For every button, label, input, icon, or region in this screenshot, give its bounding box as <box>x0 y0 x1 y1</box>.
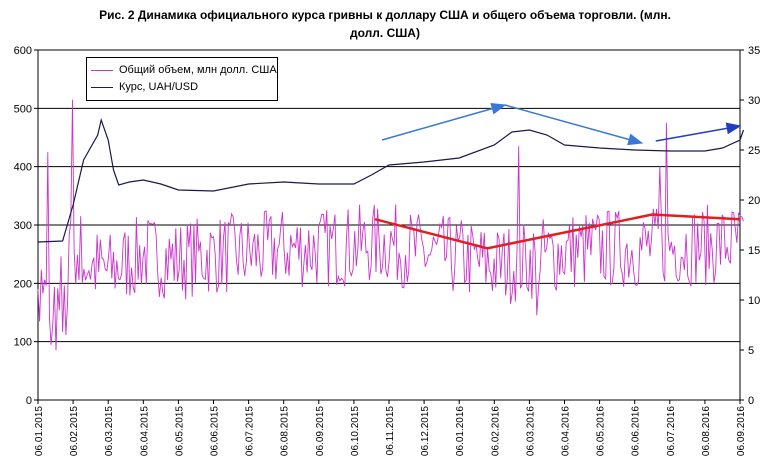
y-right-tick-label: 30 <box>748 95 760 107</box>
x-tick-label: 06.09.2016 <box>736 406 747 456</box>
chart-title-line2: долл. США) <box>350 26 420 40</box>
y-left-tick-label: 600 <box>14 45 32 57</box>
y-right-tick-label: 35 <box>748 45 760 57</box>
x-tick-label: 06.11.2015 <box>385 406 396 456</box>
x-tick-label: 06.10.2015 <box>350 406 361 456</box>
y-left-tick-label: 0 <box>26 395 32 407</box>
x-tick-label: 06.07.2016 <box>666 406 677 456</box>
x-tick-label: 06.02.2015 <box>69 406 80 456</box>
legend-item-volume: Общий объем, млн долл. США <box>91 63 277 77</box>
y-left-tick-label: 400 <box>14 162 32 174</box>
legend-swatch-volume <box>91 69 113 71</box>
chart-legend: Общий объем, млн долл. США Курс, UAH/USD <box>86 57 278 101</box>
x-tick-label: 06.03.2016 <box>525 406 536 456</box>
series-line-rate <box>37 117 745 243</box>
y-right-tick-label: 20 <box>748 195 760 207</box>
x-tick-label: 06.03.2015 <box>104 406 115 456</box>
x-tick-label: 06.01.2015 <box>34 406 45 456</box>
x-tick-label: 06.06.2016 <box>631 406 642 456</box>
chart-title-line1: Рис. 2 Динамика официального курса гривн… <box>99 8 671 22</box>
y-left-tick-label: 200 <box>14 278 32 290</box>
annotation-trend-line <box>374 213 741 250</box>
series-line-volume <box>37 99 744 351</box>
x-tick-label: 06.05.2015 <box>174 406 185 456</box>
y-right-tick-label: 0 <box>748 395 754 407</box>
y-left-tick-label: 100 <box>14 337 32 349</box>
x-tick-label: 06.02.2016 <box>490 406 501 456</box>
y-right-tick-label: 10 <box>748 295 760 307</box>
y-left-tick-label: 300 <box>14 220 32 232</box>
x-tick-label: 06.04.2015 <box>139 406 150 456</box>
y-right-tick-label: 5 <box>748 345 754 357</box>
y-right-tick-label: 25 <box>748 145 760 157</box>
x-tick-label: 06.08.2016 <box>701 406 712 456</box>
x-tick-label: 06.01.2016 <box>455 406 466 456</box>
annotation-arrow <box>504 104 644 146</box>
x-tick-label: 06.06.2015 <box>210 406 221 456</box>
y-right-tick-label: 15 <box>748 245 760 257</box>
x-tick-label: 06.05.2016 <box>596 406 607 456</box>
y-left-tick-label: 500 <box>14 103 32 115</box>
legend-swatch-rate <box>91 86 113 88</box>
x-tick-label: 06.09.2015 <box>315 406 326 456</box>
x-tick-label: 06.12.2015 <box>420 406 431 456</box>
annotation-arrow <box>655 122 742 142</box>
legend-item-rate: Курс, UAH/USD <box>91 80 198 94</box>
legend-label-rate: Курс, UAH/USD <box>119 81 199 93</box>
x-tick-label: 06.07.2015 <box>245 406 256 456</box>
legend-label-volume: Общий объем, млн долл. США <box>119 64 277 76</box>
x-tick-label: 06.04.2016 <box>561 406 572 456</box>
chart-title: Рис. 2 Динамика официального курса гривн… <box>60 6 710 42</box>
x-tick-label: 06.08.2015 <box>280 406 291 456</box>
annotation-arrow <box>381 102 507 141</box>
